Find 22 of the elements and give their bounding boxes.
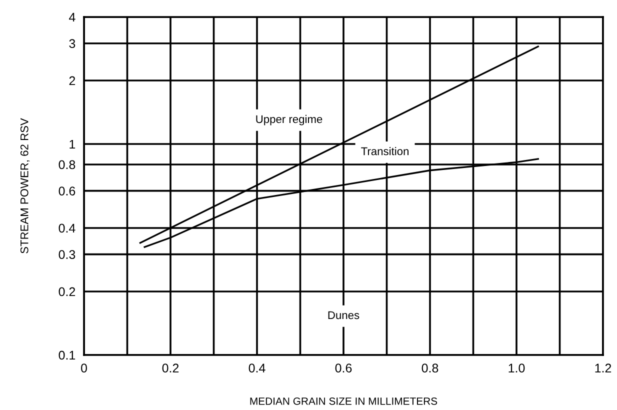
y-tick-label: 0.3 <box>58 250 76 259</box>
y-tick-label: 1 <box>70 140 76 149</box>
x-tick-label: 1.0 <box>508 364 525 373</box>
x-tick-label: 0.6 <box>335 364 352 373</box>
y-tick-label: 4 <box>69 12 76 22</box>
y-axis-title: STREAM POWER, 62 RSV <box>20 118 30 254</box>
x-tick-label: 1.2 <box>595 364 612 372</box>
y-tick-label: 0.6 <box>58 186 76 196</box>
y-tick-label: 0.1 <box>58 350 76 360</box>
y-tick-label: 0.4 <box>58 224 76 233</box>
y-tick-label: 0.2 <box>58 287 76 296</box>
x-tick-label: 0.4 <box>248 364 266 373</box>
x-tick-label: 0.8 <box>422 364 438 373</box>
annotation: Transition <box>361 147 408 156</box>
y-tick-label: 3 <box>69 39 76 48</box>
x-tick-label: 0.2 <box>162 364 179 373</box>
x-tick-label: 0 <box>81 364 87 373</box>
y-tick-label: 2 <box>69 76 76 86</box>
x-axis-title: MEDIAN GRAIN SIZE IN MILLIMETERS <box>250 397 438 405</box>
annotation: Upper regime <box>256 114 322 126</box>
annotation: Dunes <box>328 311 360 320</box>
y-tick-label: 0.8 <box>58 160 76 170</box>
